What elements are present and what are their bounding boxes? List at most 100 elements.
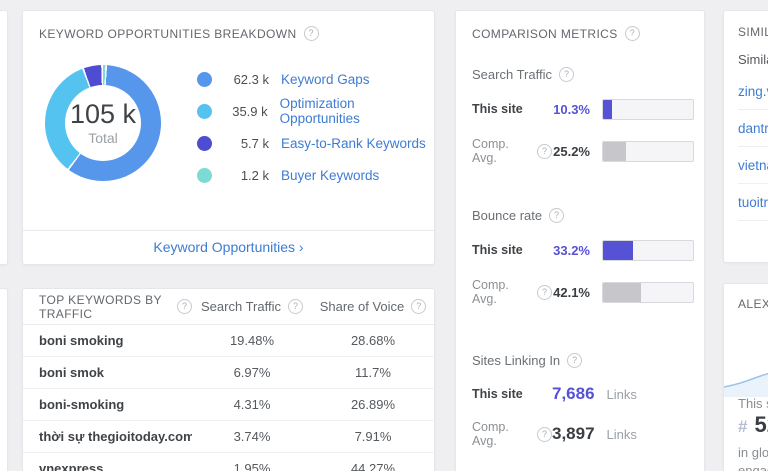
- similar-site-link[interactable]: vietnamnet.vn: [738, 157, 768, 173]
- bounce-rate-comp-avg-bar: [602, 281, 694, 303]
- legend-link-optimization[interactable]: Optimization Opportunities: [279, 96, 360, 126]
- bounce-rate-this-site-row: This site 33.2%: [472, 239, 694, 261]
- legend-dot-easy-to-rank: [197, 135, 212, 151]
- column-label: Search Traffic: [201, 299, 281, 314]
- keyword-cell: boni smok: [39, 365, 105, 380]
- donut-total-value: 105 k: [69, 99, 137, 129]
- search-traffic-cell: 6.97%: [233, 365, 271, 380]
- keyword-cell: vnexpress: [39, 461, 104, 471]
- table-row: boni smoking 19.48% 28.68%: [23, 325, 434, 357]
- legend-item: 5.7 k Easy-to-Rank Keywords: [197, 127, 434, 159]
- legend-value: 35.9 k: [232, 103, 268, 119]
- column-header-search-traffic: Search Traffic: [192, 299, 312, 314]
- help-icon[interactable]: [287, 299, 303, 314]
- search-traffic-section-label: Search Traffic: [472, 67, 694, 82]
- keyword-cell: boni smoking: [39, 333, 124, 348]
- share-of-voice-cell: 7.91%: [354, 429, 392, 444]
- search-traffic-cell: 1.95%: [233, 461, 271, 471]
- column-label: Share of Voice: [319, 299, 405, 314]
- alexa-rank-sparkline-chart: [724, 372, 768, 397]
- keyword-opportunities-title: KEYWORD OPPORTUNITIES BREAKDOWN: [39, 26, 297, 41]
- help-icon[interactable]: [303, 26, 319, 41]
- similar-site-item: vietnamnet.vn: [738, 147, 768, 184]
- help-icon[interactable]: [177, 299, 192, 314]
- this-site-links-value: 7,686: [552, 384, 595, 403]
- section-label: Bounce rate: [472, 208, 543, 223]
- similar-site-link[interactable]: zing.vn: [738, 83, 768, 99]
- bar-fill: [603, 99, 613, 119]
- bounce-rate-this-site-bar: [602, 239, 694, 261]
- help-icon[interactable]: [537, 143, 552, 159]
- context-line-1: in global internet: [738, 445, 768, 460]
- links-unit: Links: [606, 386, 637, 402]
- similar-site-item: zing.vn: [738, 73, 768, 110]
- help-icon[interactable]: [537, 426, 552, 442]
- legend-link-keyword-gaps[interactable]: Keyword Gaps: [281, 71, 370, 87]
- similar-site-item: dantri.com.vn: [738, 110, 768, 147]
- share-of-voice-cell: 11.7%: [355, 365, 391, 380]
- similar-site-item: tuoitre.vn: [738, 184, 768, 221]
- help-icon[interactable]: [624, 26, 640, 41]
- table-row: vnexpress 1.95% 44.27%: [23, 453, 434, 471]
- keyword-opportunities-link[interactable]: Keyword Opportunities ›: [153, 239, 304, 255]
- legend-dot-optimization: [197, 103, 212, 119]
- legend-link-easy-to-rank[interactable]: Easy-to-Rank Keywords: [281, 135, 426, 151]
- context-line-2: engagement: [738, 463, 768, 471]
- similar-sites-title: SIMILAR SITES: [738, 25, 768, 39]
- this-site-value: 33.2%: [553, 242, 590, 258]
- section-label: Search Traffic: [472, 67, 552, 82]
- keyword-opportunities-card: KEYWORD OPPORTUNITIES BREAKDOWN 105 k To…: [22, 10, 435, 265]
- alexa-rank-title: ALEXA RANK: [738, 297, 768, 311]
- similar-site-link[interactable]: tuoitre.vn: [738, 194, 768, 210]
- help-icon[interactable]: [567, 353, 583, 368]
- label-text: Comp. Avg.: [472, 278, 509, 306]
- comp-avg-value: 25.2%: [553, 143, 590, 159]
- bounce-rate-section-label: Bounce rate: [472, 208, 694, 223]
- this-site-label: This site: [472, 243, 523, 257]
- legend-link-buyer-keywords[interactable]: Buyer Keywords: [281, 167, 380, 183]
- label-text: Comp. Avg.: [472, 137, 509, 165]
- keyword-cell: thời sự thegioitoday.com: [39, 429, 192, 444]
- bar-fill: [603, 141, 626, 161]
- legend-value: 1.2 k: [240, 167, 269, 183]
- sites-linking-in-section-label: Sites Linking In: [472, 353, 694, 368]
- similar-sites-subtitle: Similar sites by: [738, 52, 768, 67]
- help-icon[interactable]: [549, 208, 565, 223]
- links-unit: Links: [606, 426, 637, 442]
- bar-fill: [603, 282, 641, 302]
- legend-item: 35.9 k Optimization Opportunities: [197, 95, 434, 127]
- comp-avg-value: 42.1%: [553, 284, 590, 300]
- alexa-rank-card: ALEXA RANK This site is ranked # 52 in g…: [723, 283, 768, 471]
- comp-avg-label: Comp. Avg.: [472, 420, 552, 448]
- hash-icon: #: [738, 417, 748, 436]
- search-traffic-comp-avg-bar: [602, 140, 694, 162]
- bounce-rate-comp-avg-row: Comp. Avg. 42.1%: [472, 278, 694, 306]
- legend-item: 62.3 k Keyword Gaps: [197, 63, 434, 95]
- table-row: boni-smoking 4.31% 26.89%: [23, 389, 434, 421]
- donut-total-label: Total: [88, 130, 118, 146]
- legend-value: 62.3 k: [233, 71, 269, 87]
- similar-sites-card: SIMILAR SITES Similar sites by zing.vn d…: [723, 10, 768, 263]
- legend-dot-buyer-keywords: [197, 167, 212, 183]
- column-header-share-of-voice: Share of Voice: [312, 299, 434, 314]
- table-row: boni smok 6.97% 11.7%: [23, 357, 434, 389]
- share-of-voice-cell: 26.89%: [350, 397, 396, 412]
- comparison-metrics-title: COMPARISON METRICS: [472, 26, 618, 41]
- search-traffic-comp-avg-row: Comp. Avg. 25.2%: [472, 137, 694, 165]
- table-row: thời sự thegioitoday.com 3.74% 7.91%: [23, 421, 434, 453]
- this-site-value: 10.3%: [553, 101, 590, 117]
- similar-site-link[interactable]: dantri.com.vn: [738, 120, 768, 136]
- bar-fill: [603, 240, 633, 260]
- label-text: Comp. Avg.: [472, 420, 509, 448]
- sites-linking-this-site-row: This site 7,686 Links: [472, 382, 694, 406]
- top-keywords-title: TOP KEYWORDS BY TRAFFIC: [39, 292, 162, 321]
- comp-avg-links-value: 3,897: [552, 424, 595, 443]
- help-icon[interactable]: [558, 67, 574, 82]
- share-of-voice-cell: 44.27%: [350, 461, 396, 471]
- help-icon[interactable]: [411, 299, 427, 314]
- keyword-cell: boni-smoking: [39, 397, 125, 412]
- search-traffic-cell: 19.48%: [229, 333, 275, 348]
- help-icon[interactable]: [537, 284, 552, 300]
- search-traffic-cell: 4.31%: [233, 397, 271, 412]
